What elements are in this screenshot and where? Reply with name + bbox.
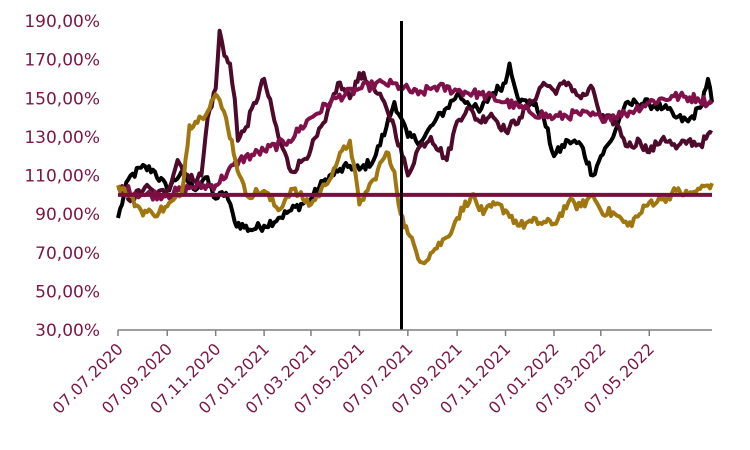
series-line-3 [117,77,714,202]
series-line-4 [116,92,714,266]
series-line-2 [117,28,713,204]
y-tick-label: 110,00% [24,167,100,187]
y-tick-label: 90,00% [35,205,100,225]
reference-layer [118,21,712,330]
y-tick-label: 30,00% [35,321,100,341]
series-line-1 [116,61,714,233]
series-layer [116,28,714,266]
y-tick-label: 170,00% [24,51,100,71]
y-tick-label: 130,00% [24,128,100,148]
y-tick-label: 150,00% [24,89,100,109]
y-tick-label: 190,00% [24,12,100,32]
y-tick-label: 50,00% [35,282,100,302]
y-tick-label: 70,00% [35,244,100,264]
